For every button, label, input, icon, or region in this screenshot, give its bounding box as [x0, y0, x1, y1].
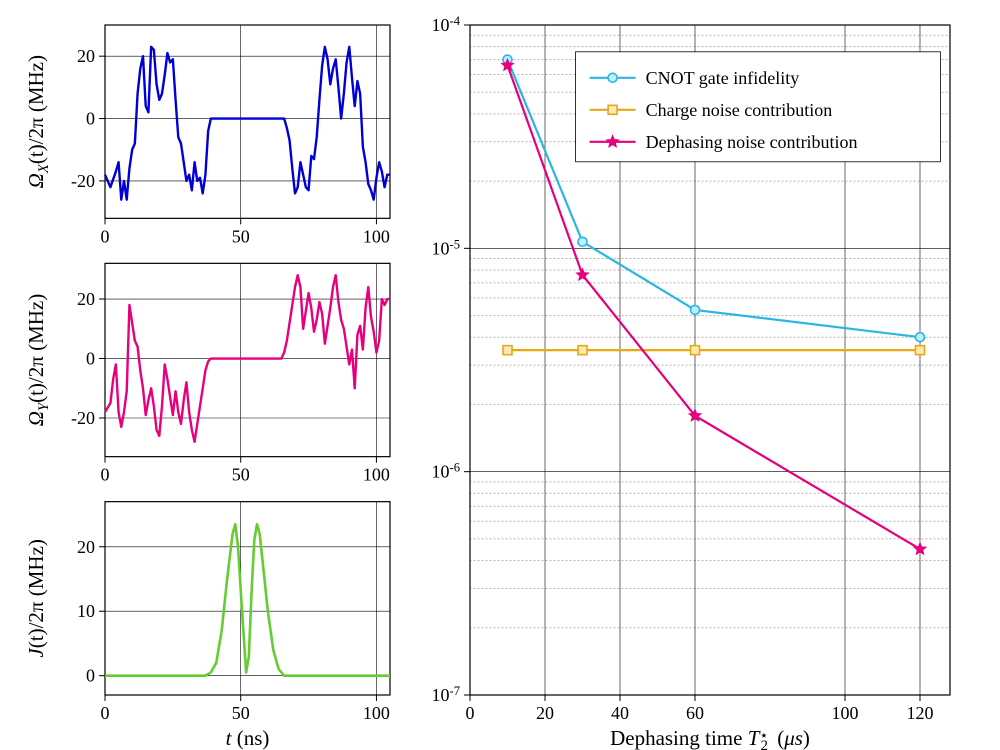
svg-text:100: 100	[363, 226, 390, 246]
svg-text:10-5: 10-5	[432, 237, 461, 258]
svg-text:0: 0	[466, 703, 475, 723]
svg-text:20: 20	[77, 46, 95, 66]
svg-text:50: 50	[232, 226, 250, 246]
big-xlabel: Dephasing time T⋆2 (μs)	[610, 726, 810, 750]
J-ylabel: J(t)/2π (MHz)	[24, 539, 48, 657]
omegaY-ylabel: ΩY(t)/2π (MHz)	[24, 294, 52, 427]
svg-text:10-6: 10-6	[432, 461, 461, 482]
omegaX-trace	[105, 47, 390, 200]
omegaY-grid	[105, 263, 390, 456]
svg-text:50: 50	[232, 703, 250, 723]
svg-text:0: 0	[86, 109, 95, 129]
small-xlabel: t (ns)	[226, 726, 270, 750]
legend-label: Dephasing noise contribution	[646, 132, 858, 152]
svg-text:60: 60	[686, 703, 704, 723]
svg-text:10-7: 10-7	[432, 684, 461, 705]
svg-text:0: 0	[101, 465, 110, 485]
svg-text:100: 100	[363, 703, 390, 723]
legend-label: Charge noise contribution	[646, 100, 833, 120]
omegaY-frame	[105, 263, 390, 456]
legend-label: CNOT gate infidelity	[646, 68, 800, 88]
svg-text:20: 20	[77, 289, 95, 309]
svg-text:20: 20	[77, 537, 95, 557]
svg-text:0: 0	[101, 226, 110, 246]
svg-text:100: 100	[832, 703, 859, 723]
svg-text:-20: -20	[71, 171, 95, 191]
svg-text:-20: -20	[71, 408, 95, 428]
svg-text:40: 40	[611, 703, 629, 723]
svg-text:50: 50	[232, 465, 250, 485]
svg-text:10: 10	[77, 601, 95, 621]
svg-text:0: 0	[101, 703, 110, 723]
svg-text:0: 0	[86, 349, 95, 369]
svg-text:20: 20	[536, 703, 554, 723]
svg-text:120: 120	[907, 703, 934, 723]
svg-text:0: 0	[86, 666, 95, 686]
figure-root: 050100-20020ΩX(t)/2π (MHz)050100-20020ΩY…	[0, 0, 1000, 750]
omegaX-ylabel: ΩX(t)/2π (MHz)	[24, 55, 51, 188]
svg-text:100: 100	[363, 465, 390, 485]
svg-text:10-4: 10-4	[432, 14, 461, 35]
